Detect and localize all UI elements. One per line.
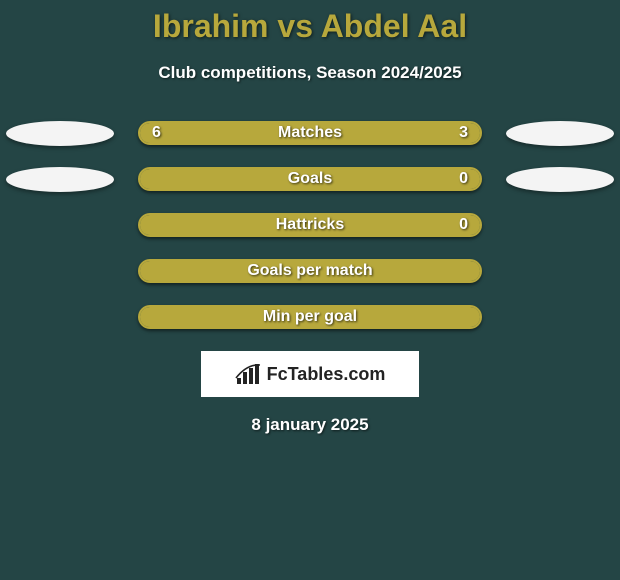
stat-row: Matches6 3 <box>0 121 620 147</box>
stat-label: Goals per match <box>140 261 480 281</box>
stat-label: Goals <box>140 169 480 189</box>
stat-row: Goals per match <box>0 259 620 285</box>
player-badge-right <box>506 167 614 192</box>
player-badge-left <box>6 121 114 146</box>
stat-value-right: 0 <box>459 169 468 189</box>
stat-row: Min per goal <box>0 305 620 331</box>
date-label: 8 january 2025 <box>0 415 620 435</box>
player-badge-left <box>6 167 114 192</box>
stat-bar-track: Goals per match <box>138 259 482 283</box>
player-badge-right <box>506 121 614 146</box>
stat-bar-track: Goals0 <box>138 167 482 191</box>
page-title: Ibrahim vs Abdel Aal <box>0 0 620 45</box>
stat-bar-track: Hattricks0 <box>138 213 482 237</box>
stat-bar-track: Matches6 3 <box>138 121 482 145</box>
stat-value-left: 6 <box>152 123 161 143</box>
stat-label: Hattricks <box>140 215 480 235</box>
stat-label: Min per goal <box>140 307 480 327</box>
brand-box: FcTables.com <box>201 351 419 397</box>
subtitle: Club competitions, Season 2024/2025 <box>0 63 620 83</box>
stat-label: Matches <box>140 123 480 143</box>
comparison-chart: Matches63Goals0Hattricks0Goals per match… <box>0 121 620 331</box>
stat-value-right: 3 <box>459 123 468 143</box>
stat-row: Hattricks0 <box>0 213 620 239</box>
brand-text: FcTables.com <box>267 364 386 385</box>
brand-bar-icon <box>235 362 263 386</box>
stat-row: Goals0 <box>0 167 620 193</box>
stat-bar-track: Min per goal <box>138 305 482 329</box>
stat-value-right: 0 <box>459 215 468 235</box>
